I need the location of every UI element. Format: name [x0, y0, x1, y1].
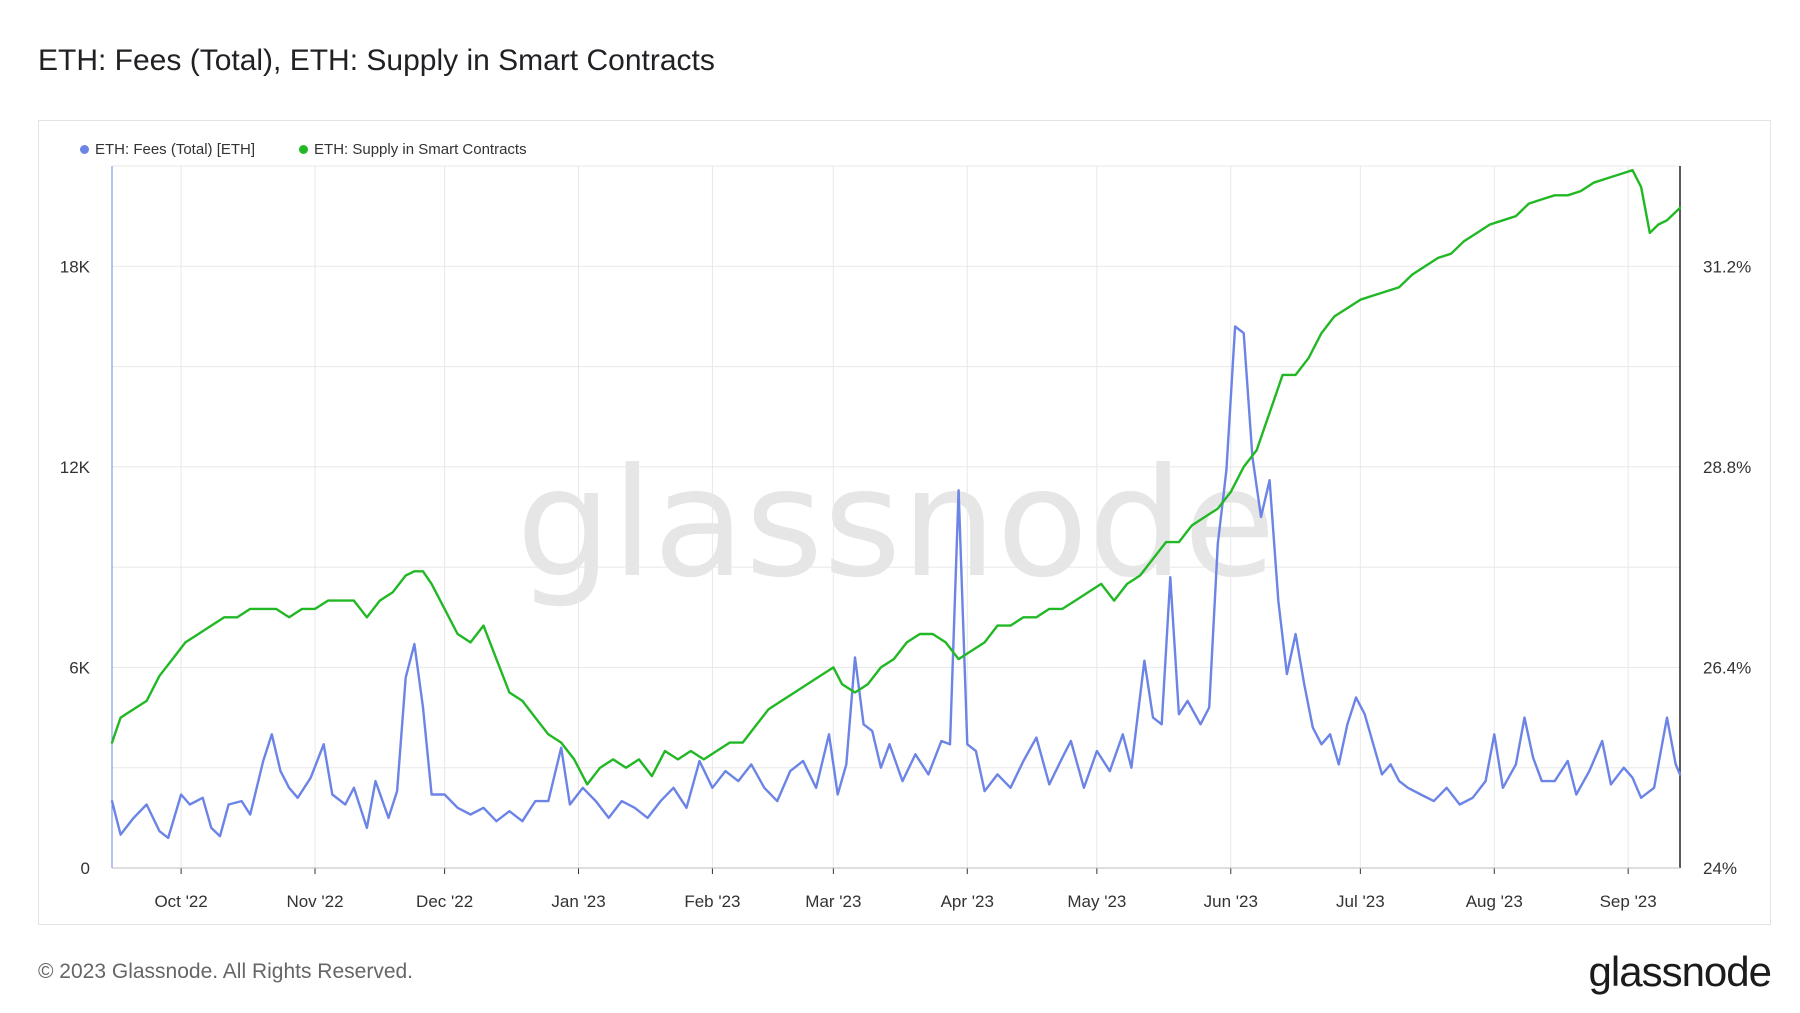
x-tick-label: Aug '23: [1466, 892, 1523, 911]
x-tick-label: Jul '23: [1336, 892, 1385, 911]
footer-copyright: © 2023 Glassnode. All Rights Reserved.: [38, 960, 414, 983]
x-tick-label: Sep '23: [1600, 892, 1657, 911]
y-left-tick-label: 0: [81, 859, 90, 878]
x-tick-label: Oct '22: [154, 892, 207, 911]
chart-legend: ETH: Fees (Total) [ETH] ETH: Supply in S…: [80, 141, 527, 158]
x-tick-label: Apr '23: [941, 892, 994, 911]
legend-dot-fees-icon: [80, 145, 89, 154]
legend-item-fees[interactable]: ETH: Fees (Total) [ETH]: [80, 141, 255, 158]
x-tick-label: Jan '23: [551, 892, 605, 911]
y-right-tick-label: 24%: [1703, 859, 1737, 878]
y-right-tick-label: 26.4%: [1703, 658, 1751, 677]
y-left-tick-label: 18K: [60, 257, 91, 276]
page-title: ETH: Fees (Total), ETH: Supply in Smart …: [38, 44, 715, 77]
legend-label-supply: ETH: Supply in Smart Contracts: [314, 141, 527, 158]
y-right-tick-label: 28.8%: [1703, 458, 1751, 477]
footer-logo[interactable]: glassnode: [1588, 948, 1772, 995]
x-tick-label: Mar '23: [805, 892, 861, 911]
series-line-supply: [110, 168, 1682, 786]
legend-label-fees: ETH: Fees (Total) [ETH]: [95, 141, 256, 158]
series-line-fees: [110, 325, 1682, 840]
y-left-tick-label: 12K: [60, 458, 91, 477]
x-tick-label: Jun '23: [1204, 892, 1258, 911]
watermark-text: glassnode: [516, 437, 1275, 611]
x-tick-label: Feb '23: [684, 892, 740, 911]
legend-dot-supply-icon: [299, 145, 309, 154]
x-tick-label: May '23: [1067, 892, 1126, 911]
x-tick-label: Dec '22: [416, 892, 473, 911]
chart-frame: [38, 120, 1771, 925]
x-tick-label: Nov '22: [286, 892, 343, 911]
legend-item-supply[interactable]: ETH: Supply in Smart Contracts: [299, 141, 527, 158]
y-left-tick-label: 6K: [69, 658, 90, 677]
y-right-tick-label: 31.2%: [1703, 257, 1751, 276]
